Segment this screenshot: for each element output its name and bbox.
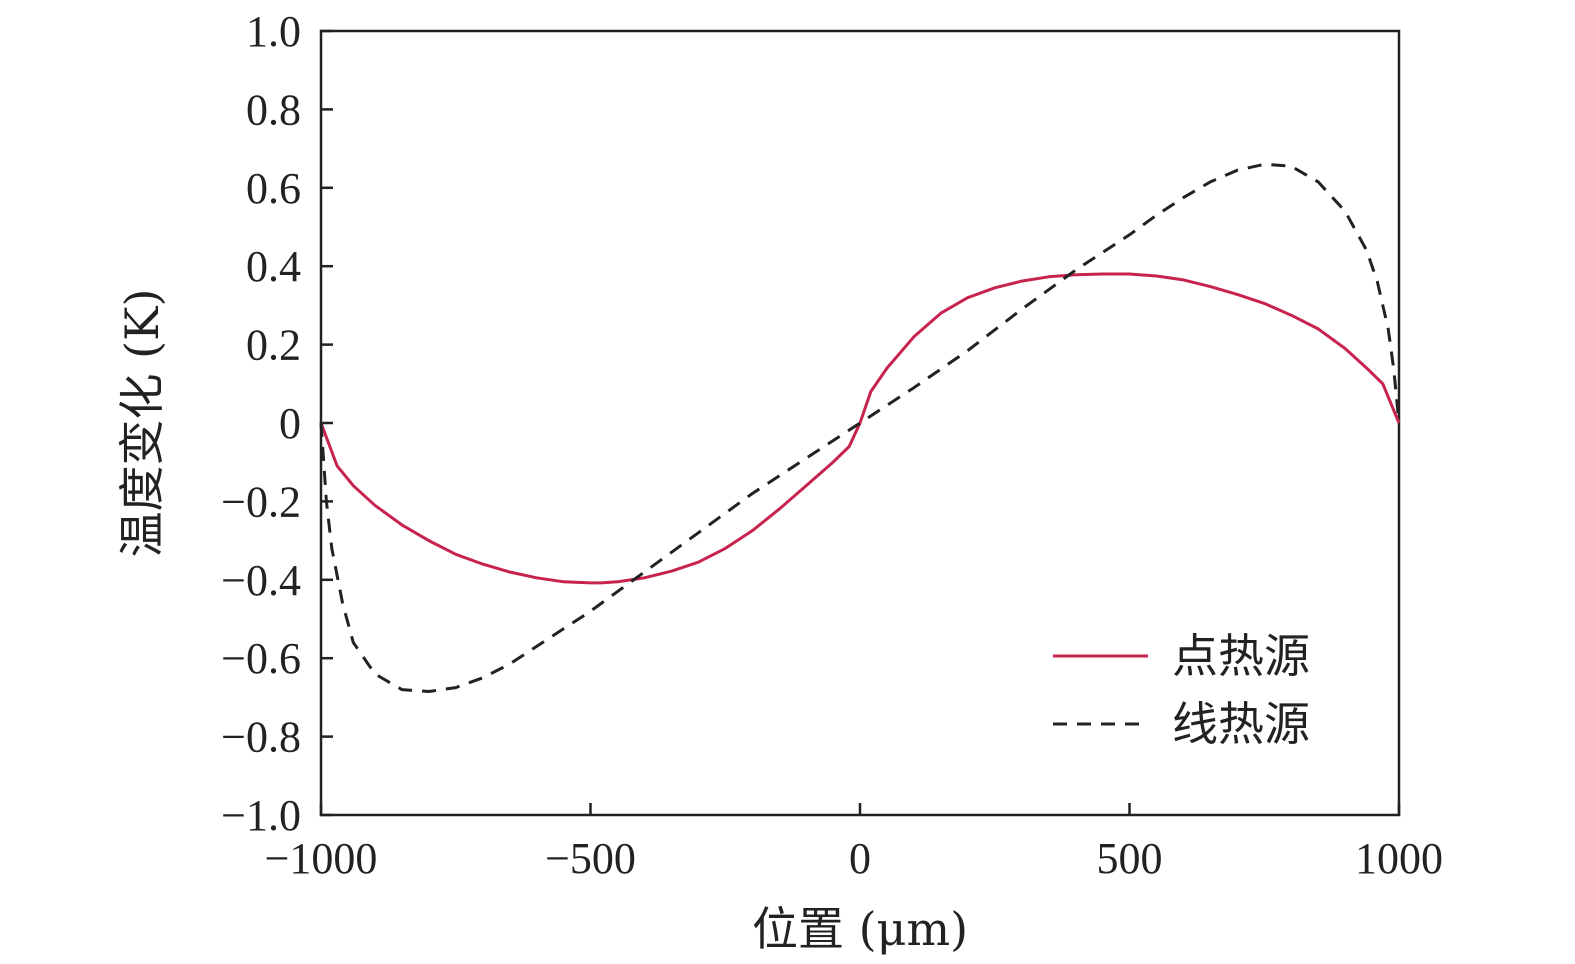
y-tick-label: −0.4 <box>221 556 301 605</box>
x-axis-label: 位置 (μm) <box>752 902 968 956</box>
y-axis: 1.0 0.8 0.6 0.4 0.2 0 −0.2 −0.4 −0.6 −0.8 −1.0 <box>221 7 333 840</box>
y-tick-label: 0.8 <box>246 85 301 134</box>
x-axis: −1000 −500 0 500 1000 <box>265 803 1443 883</box>
series-line-line-source <box>319 162 1401 693</box>
y-tick-label: −0.6 <box>221 634 301 683</box>
y-tick-label: −1.0 <box>221 791 301 840</box>
legend-label-point-source: 点热源 <box>1172 629 1310 683</box>
x-tick-label: 1000 <box>1355 834 1443 883</box>
x-tick-label: 0 <box>849 834 871 883</box>
y-tick-label: 0 <box>279 399 301 448</box>
series-layer <box>319 162 1401 693</box>
y-tick-label: 0.4 <box>246 242 301 291</box>
y-tick-label: −0.2 <box>221 477 301 526</box>
legend: 点热源 线热源 <box>1053 629 1310 751</box>
legend-label-line-source: 线热源 <box>1172 697 1310 751</box>
x-tick-label: 500 <box>1097 834 1163 883</box>
y-tick-label: 0.2 <box>246 321 301 370</box>
x-tick-label: −500 <box>545 834 636 883</box>
y-tick-label: −0.8 <box>221 713 301 762</box>
y-tick-label: 0.6 <box>246 164 301 213</box>
y-axis-label: 温度变化 (K) <box>115 289 169 558</box>
x-tick-label: −1000 <box>265 834 378 883</box>
y-tick-label: 1.0 <box>246 7 301 56</box>
series-line-point-source <box>319 272 1401 585</box>
